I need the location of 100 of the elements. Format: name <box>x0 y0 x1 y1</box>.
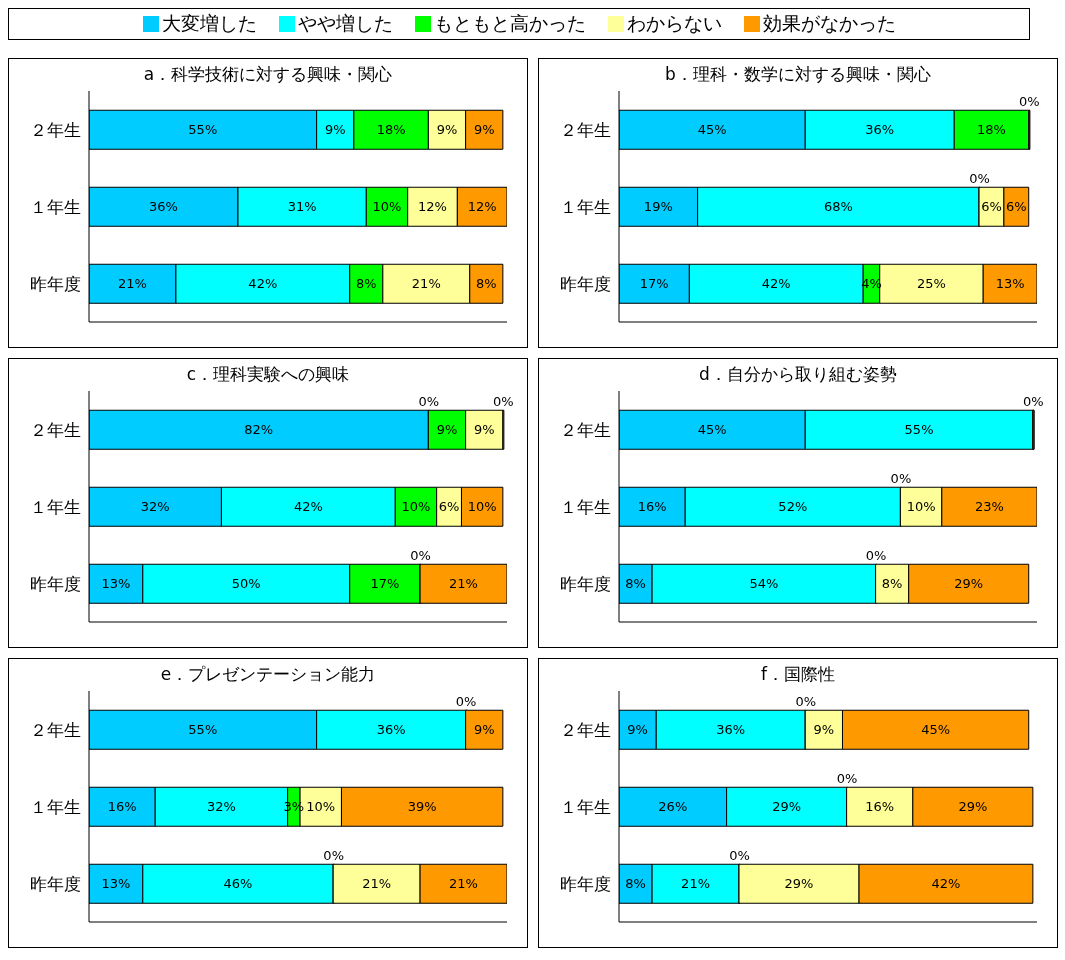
data-label: 0% <box>795 693 817 709</box>
chart-title: c．理科実験への興味 <box>185 363 351 385</box>
y-tick-label: ２年生 <box>560 719 611 740</box>
data-label: 13% <box>995 276 1025 292</box>
data-label: 12% <box>418 199 447 215</box>
data-label: 10% <box>306 799 336 815</box>
data-label: 45% <box>697 422 727 438</box>
data-label: 29% <box>954 576 984 592</box>
data-label: 45% <box>921 722 951 738</box>
data-label: 0% <box>865 547 887 563</box>
data-label: 9% <box>627 722 648 738</box>
data-label: 9% <box>436 122 458 138</box>
data-label: 0% <box>1023 393 1044 409</box>
data-label: 6% <box>981 199 1002 215</box>
data-label: 82% <box>244 422 274 438</box>
data-label: 25% <box>917 276 946 292</box>
data-label: 26% <box>658 799 688 815</box>
data-label: 0% <box>890 470 912 486</box>
data-label: 8% <box>625 876 646 892</box>
y-tick-label: １年生 <box>30 196 81 217</box>
data-label: 13% <box>101 576 131 592</box>
data-label: 29% <box>958 799 988 815</box>
data-label: 0% <box>418 393 440 409</box>
data-label: 46% <box>223 876 253 892</box>
data-label: 17% <box>370 576 400 592</box>
data-label: 9% <box>324 122 346 138</box>
y-tick-label: １年生 <box>30 496 81 517</box>
data-label: 8% <box>475 276 497 292</box>
legend-label: やや増した <box>296 11 393 36</box>
data-label: 0% <box>969 170 990 186</box>
data-label: 21% <box>411 276 441 292</box>
y-tick-label: 昨年度 <box>560 573 611 594</box>
y-tick-label: １年生 <box>560 496 611 517</box>
data-label: 23% <box>974 499 1004 515</box>
y-tick-label: ２年生 <box>560 419 611 440</box>
data-label: 10% <box>467 499 497 515</box>
chart-title: f．国際性 <box>760 663 836 685</box>
data-label: 21% <box>362 876 392 892</box>
data-label: 21% <box>449 876 478 892</box>
data-label: 0% <box>836 770 858 786</box>
data-label: 39% <box>407 799 437 815</box>
data-label: 10% <box>372 199 402 215</box>
data-label: 55% <box>904 422 934 438</box>
y-tick-label: ２年生 <box>30 119 81 140</box>
y-tick-label: 昨年度 <box>560 873 611 894</box>
data-label: 8% <box>625 576 646 592</box>
legend-label: 大変増した <box>160 11 257 36</box>
data-label: 55% <box>188 122 218 138</box>
data-label: 13% <box>101 876 131 892</box>
legend-label: わからない <box>625 11 722 36</box>
data-label: 18% <box>977 122 1006 138</box>
data-label: 9% <box>436 422 458 438</box>
y-tick-label: １年生 <box>560 196 611 217</box>
data-label: 36% <box>716 722 746 738</box>
chart-title: e．プレゼンテーション能力 <box>159 663 377 685</box>
data-label: 16% <box>637 499 667 515</box>
data-label: 0% <box>493 393 514 409</box>
data-label: 8% <box>355 276 377 292</box>
data-label: 21% <box>681 876 711 892</box>
y-tick-label: ２年生 <box>30 419 81 440</box>
data-label: 52% <box>778 499 808 515</box>
legend-label: 効果がなかった <box>761 11 896 36</box>
data-label: 17% <box>639 276 669 292</box>
data-label: 0% <box>1018 93 1040 109</box>
data-label: 6% <box>1005 199 1027 215</box>
data-label: 42% <box>931 876 961 892</box>
data-label: 10% <box>906 499 936 515</box>
y-tick-label: １年生 <box>560 796 611 817</box>
data-label: 29% <box>784 876 814 892</box>
data-label: 45% <box>697 122 727 138</box>
data-label: 19% <box>643 199 673 215</box>
data-label: 21% <box>449 576 478 592</box>
y-tick-label: 昨年度 <box>560 273 611 294</box>
data-label: 32% <box>140 499 170 515</box>
data-label: 9% <box>813 722 835 738</box>
data-label: 16% <box>865 799 895 815</box>
chart-title: d．自分から取り組む姿勢 <box>698 363 898 385</box>
y-tick-label: 昨年度 <box>30 273 81 294</box>
data-label: 21% <box>118 276 147 292</box>
data-label: 16% <box>107 799 137 815</box>
data-label: 32% <box>206 799 236 815</box>
data-label: 42% <box>248 276 278 292</box>
data-label: 12% <box>467 199 497 215</box>
data-label: 36% <box>865 122 895 138</box>
data-label: 0% <box>455 693 477 709</box>
y-tick-label: ２年生 <box>560 119 611 140</box>
data-label: 29% <box>772 799 802 815</box>
data-label: 42% <box>761 276 791 292</box>
data-label: 50% <box>231 576 261 592</box>
data-label: 36% <box>149 199 178 215</box>
legend-label: もともと高かった <box>432 11 586 36</box>
chart-title: a．科学技術に対する興味・関心 <box>142 63 394 85</box>
y-tick-label: 昨年度 <box>30 573 81 594</box>
data-label: 36% <box>376 722 406 738</box>
data-label: 18% <box>376 122 406 138</box>
data-label: 0% <box>410 547 431 563</box>
data-label: 0% <box>323 847 344 863</box>
data-label: 6% <box>438 499 460 515</box>
data-label: 0% <box>729 847 750 863</box>
y-tick-label: ２年生 <box>30 719 81 740</box>
